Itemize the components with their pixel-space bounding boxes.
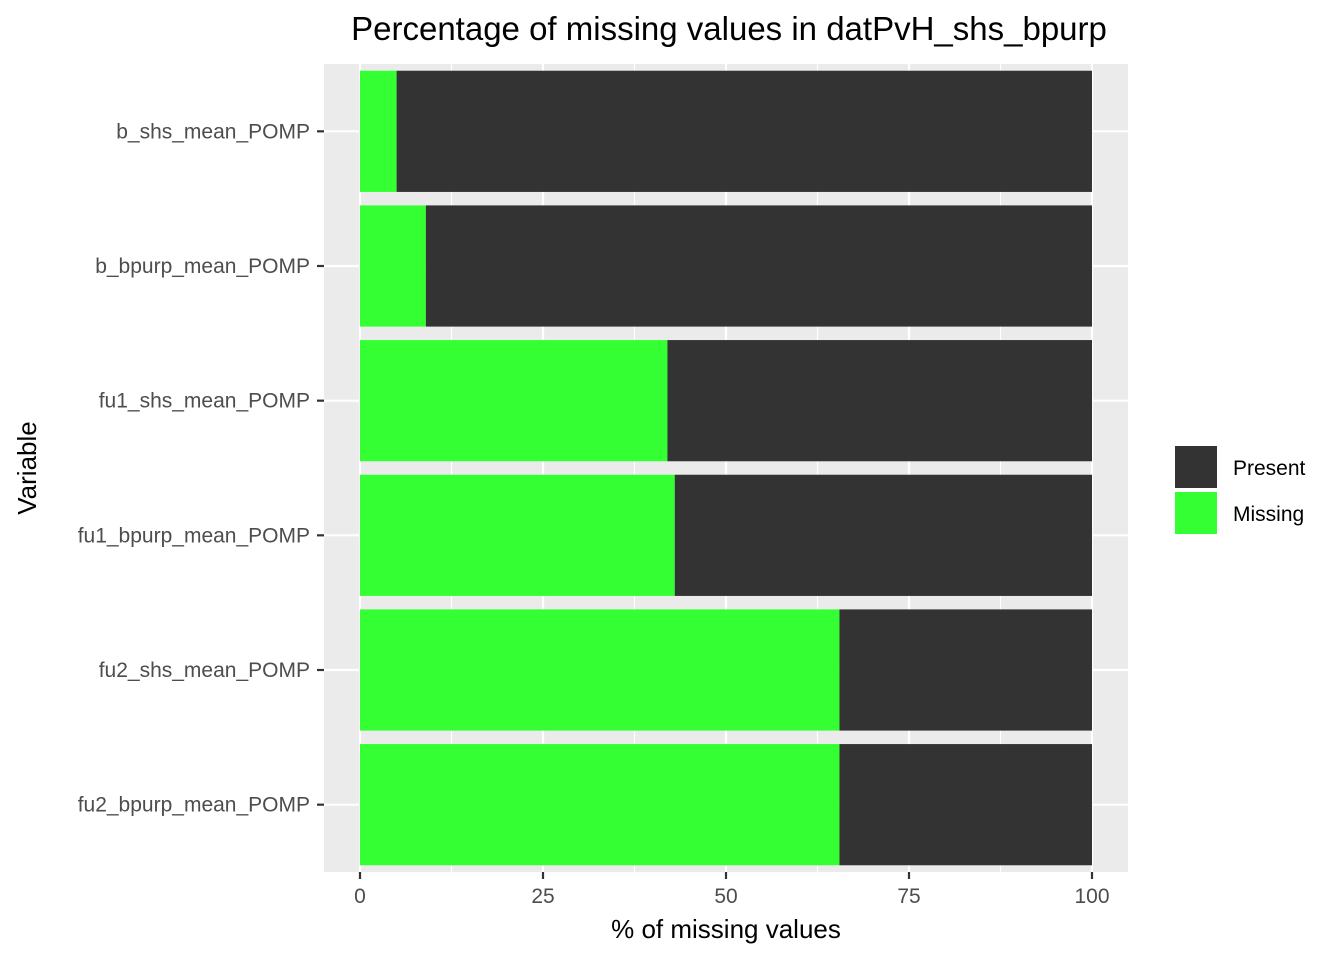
chart-title: Percentage of missing values in datPvH_s… <box>351 10 1107 47</box>
x-axis-title: % of missing values <box>611 914 841 944</box>
y-tick-label: fu2_bpurp_mean_POMP <box>78 794 310 817</box>
legend-label-missing: Missing <box>1233 503 1304 526</box>
x-tick-label: 100 <box>1074 885 1109 908</box>
bar-missing-4 <box>360 609 840 731</box>
y-axis: b_shs_mean_POMP b_bpurp_mean_POMP fu1_shs_… <box>78 120 324 817</box>
legend: Present Missing <box>1174 445 1306 535</box>
bar-present-2 <box>667 340 1092 462</box>
x-tick-label: 50 <box>714 885 737 908</box>
bar-missing-0 <box>360 70 397 192</box>
bar-present-1 <box>425 205 1092 327</box>
bar-missing-2 <box>360 340 668 462</box>
legend-key-present <box>1175 446 1217 488</box>
bar-missing-5 <box>360 744 840 866</box>
x-tick-label: 0 <box>354 885 366 908</box>
x-tick-label: 75 <box>897 885 920 908</box>
bar-missing-3 <box>360 474 675 596</box>
y-axis-title: Variable <box>12 421 42 514</box>
y-tick-label: fu2_shs_mean_POMP <box>99 659 310 682</box>
bar-present-3 <box>674 474 1092 596</box>
bars-layer <box>360 70 1093 866</box>
y-tick-label: fu1_bpurp_mean_POMP <box>78 524 310 547</box>
bar-missing-1 <box>360 205 426 327</box>
legend-label-present: Present <box>1233 457 1306 480</box>
x-axis: 0 25 50 75 100 <box>354 872 1110 908</box>
y-tick-label: b_bpurp_mean_POMP <box>95 255 310 278</box>
bar-present-5 <box>839 744 1092 866</box>
bar-present-0 <box>396 70 1093 192</box>
y-tick-label: b_shs_mean_POMP <box>116 120 310 143</box>
y-tick-label: fu1_shs_mean_POMP <box>99 390 310 413</box>
x-tick-label: 25 <box>531 885 554 908</box>
bar-present-4 <box>839 609 1092 731</box>
legend-key-missing <box>1175 492 1217 534</box>
